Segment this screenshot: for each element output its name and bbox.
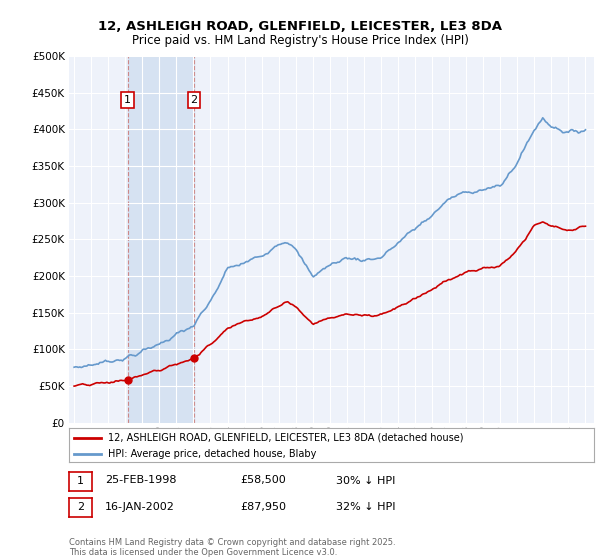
Text: 16-JAN-2002: 16-JAN-2002	[105, 502, 175, 512]
Text: 12, ASHLEIGH ROAD, GLENFIELD, LEICESTER, LE3 8DA: 12, ASHLEIGH ROAD, GLENFIELD, LEICESTER,…	[98, 20, 502, 32]
Text: 12, ASHLEIGH ROAD, GLENFIELD, LEICESTER, LE3 8DA (detached house): 12, ASHLEIGH ROAD, GLENFIELD, LEICESTER,…	[109, 433, 464, 443]
Text: £58,500: £58,500	[240, 475, 286, 486]
Text: Contains HM Land Registry data © Crown copyright and database right 2025.
This d: Contains HM Land Registry data © Crown c…	[69, 538, 395, 557]
Text: 30% ↓ HPI: 30% ↓ HPI	[336, 475, 395, 486]
Bar	[128, 56, 194, 423]
Text: HPI: Average price, detached house, Blaby: HPI: Average price, detached house, Blab…	[109, 449, 317, 459]
Text: 1: 1	[77, 476, 84, 486]
Text: 32% ↓ HPI: 32% ↓ HPI	[336, 502, 395, 512]
Text: 2: 2	[77, 502, 84, 512]
Text: 25-FEB-1998: 25-FEB-1998	[105, 475, 176, 486]
Text: 2: 2	[191, 95, 197, 105]
Text: Price paid vs. HM Land Registry's House Price Index (HPI): Price paid vs. HM Land Registry's House …	[131, 34, 469, 46]
Text: 1: 1	[124, 95, 131, 105]
Text: £87,950: £87,950	[240, 502, 286, 512]
